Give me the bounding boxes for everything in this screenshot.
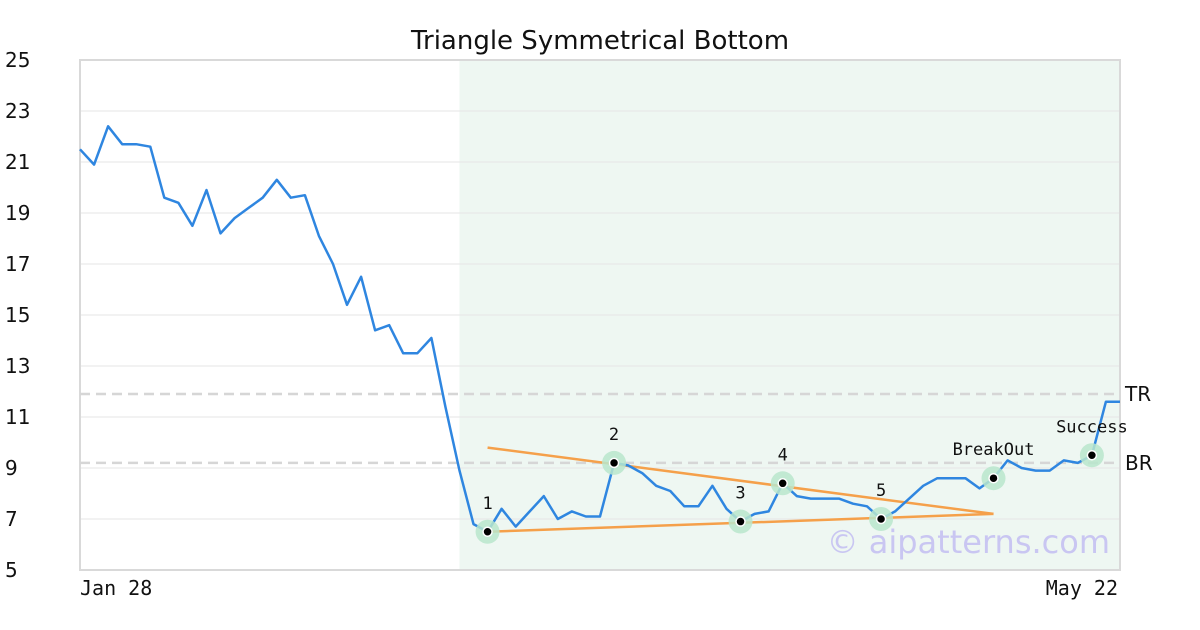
key-point-label: Success <box>1056 417 1128 437</box>
key-point-label: 4 <box>778 445 788 465</box>
key-point-dot <box>875 513 887 525</box>
key-point-dot <box>988 472 999 484</box>
key-point-dot <box>777 478 788 489</box>
key-point-label: 5 <box>876 481 886 501</box>
y-tick-label: 13 <box>5 354 30 378</box>
key-points-layer: 1 2 3 4 5 BreakOut Success <box>475 417 1128 544</box>
y-tick-label: 21 <box>5 150 30 174</box>
price-line-layer <box>79 125 1120 534</box>
key-point-dot <box>482 526 493 537</box>
key-point-label: 2 <box>609 425 619 445</box>
x-tick-label: Jan 28 <box>80 576 152 600</box>
y-tick-label: 5 <box>5 558 18 582</box>
key-point-label: 3 <box>735 484 745 504</box>
trend-line <box>487 446 994 516</box>
key-point-label: 1 <box>482 494 492 514</box>
key-point-dot <box>1086 450 1098 461</box>
level-label-br: BR <box>1125 451 1153 475</box>
y-tick-label: 19 <box>5 201 30 225</box>
x-tick-label: May 22 <box>1046 576 1118 600</box>
y-tick-label: 7 <box>5 507 18 531</box>
y-tick-label: 11 <box>5 405 30 429</box>
price-line <box>79 125 1120 534</box>
watermark: © aipatterns.com <box>827 523 1110 561</box>
y-tick-label: 23 <box>5 99 30 123</box>
y-tick-label: 25 <box>5 48 30 72</box>
y-tick-label: 17 <box>5 252 30 276</box>
key-point-dot <box>735 516 746 527</box>
chart-title: Triangle Symmetrical Bottom <box>410 26 789 56</box>
grid-layer <box>79 59 1121 571</box>
key-point-dot <box>608 457 620 469</box>
y-tick-label: 9 <box>5 456 18 480</box>
plot-frame <box>79 59 1121 571</box>
key-point-label: BreakOut <box>953 440 1035 460</box>
y-tick-label: 15 <box>5 303 30 327</box>
level-label-tr: TR <box>1124 382 1151 406</box>
